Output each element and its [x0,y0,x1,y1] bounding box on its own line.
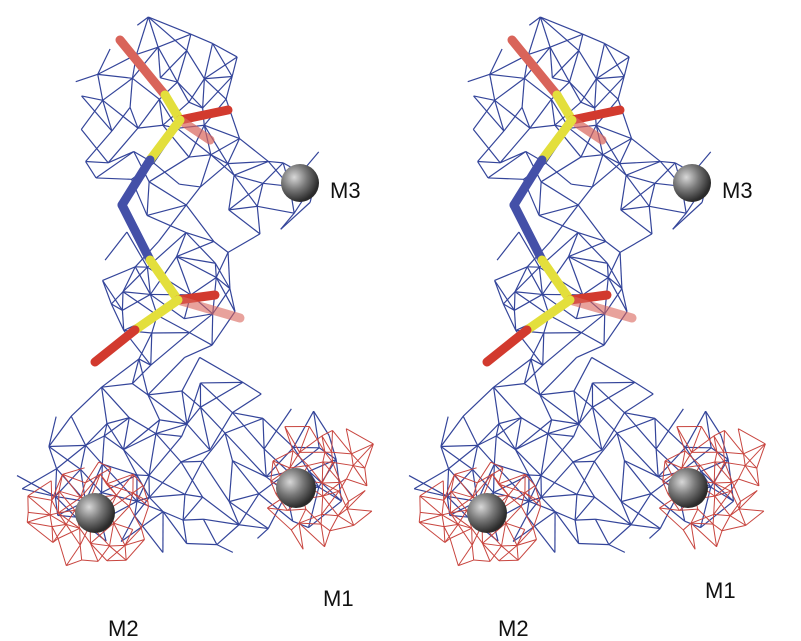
metal-label: M3 [722,178,753,203]
metal-label: M1 [323,586,354,611]
metal-label: M2 [108,616,139,641]
stereo-density-image: M3 M1 M2 M3 M1 M2 [0,0,801,641]
page: M3 M1 M2 M3 M1 M2 (() => { const data = … [0,0,801,641]
metal-label: M1 [705,578,736,603]
right-view [409,17,765,566]
metal-label: M3 [330,178,361,203]
left-view [17,17,373,566]
metal-label: M2 [498,616,529,641]
